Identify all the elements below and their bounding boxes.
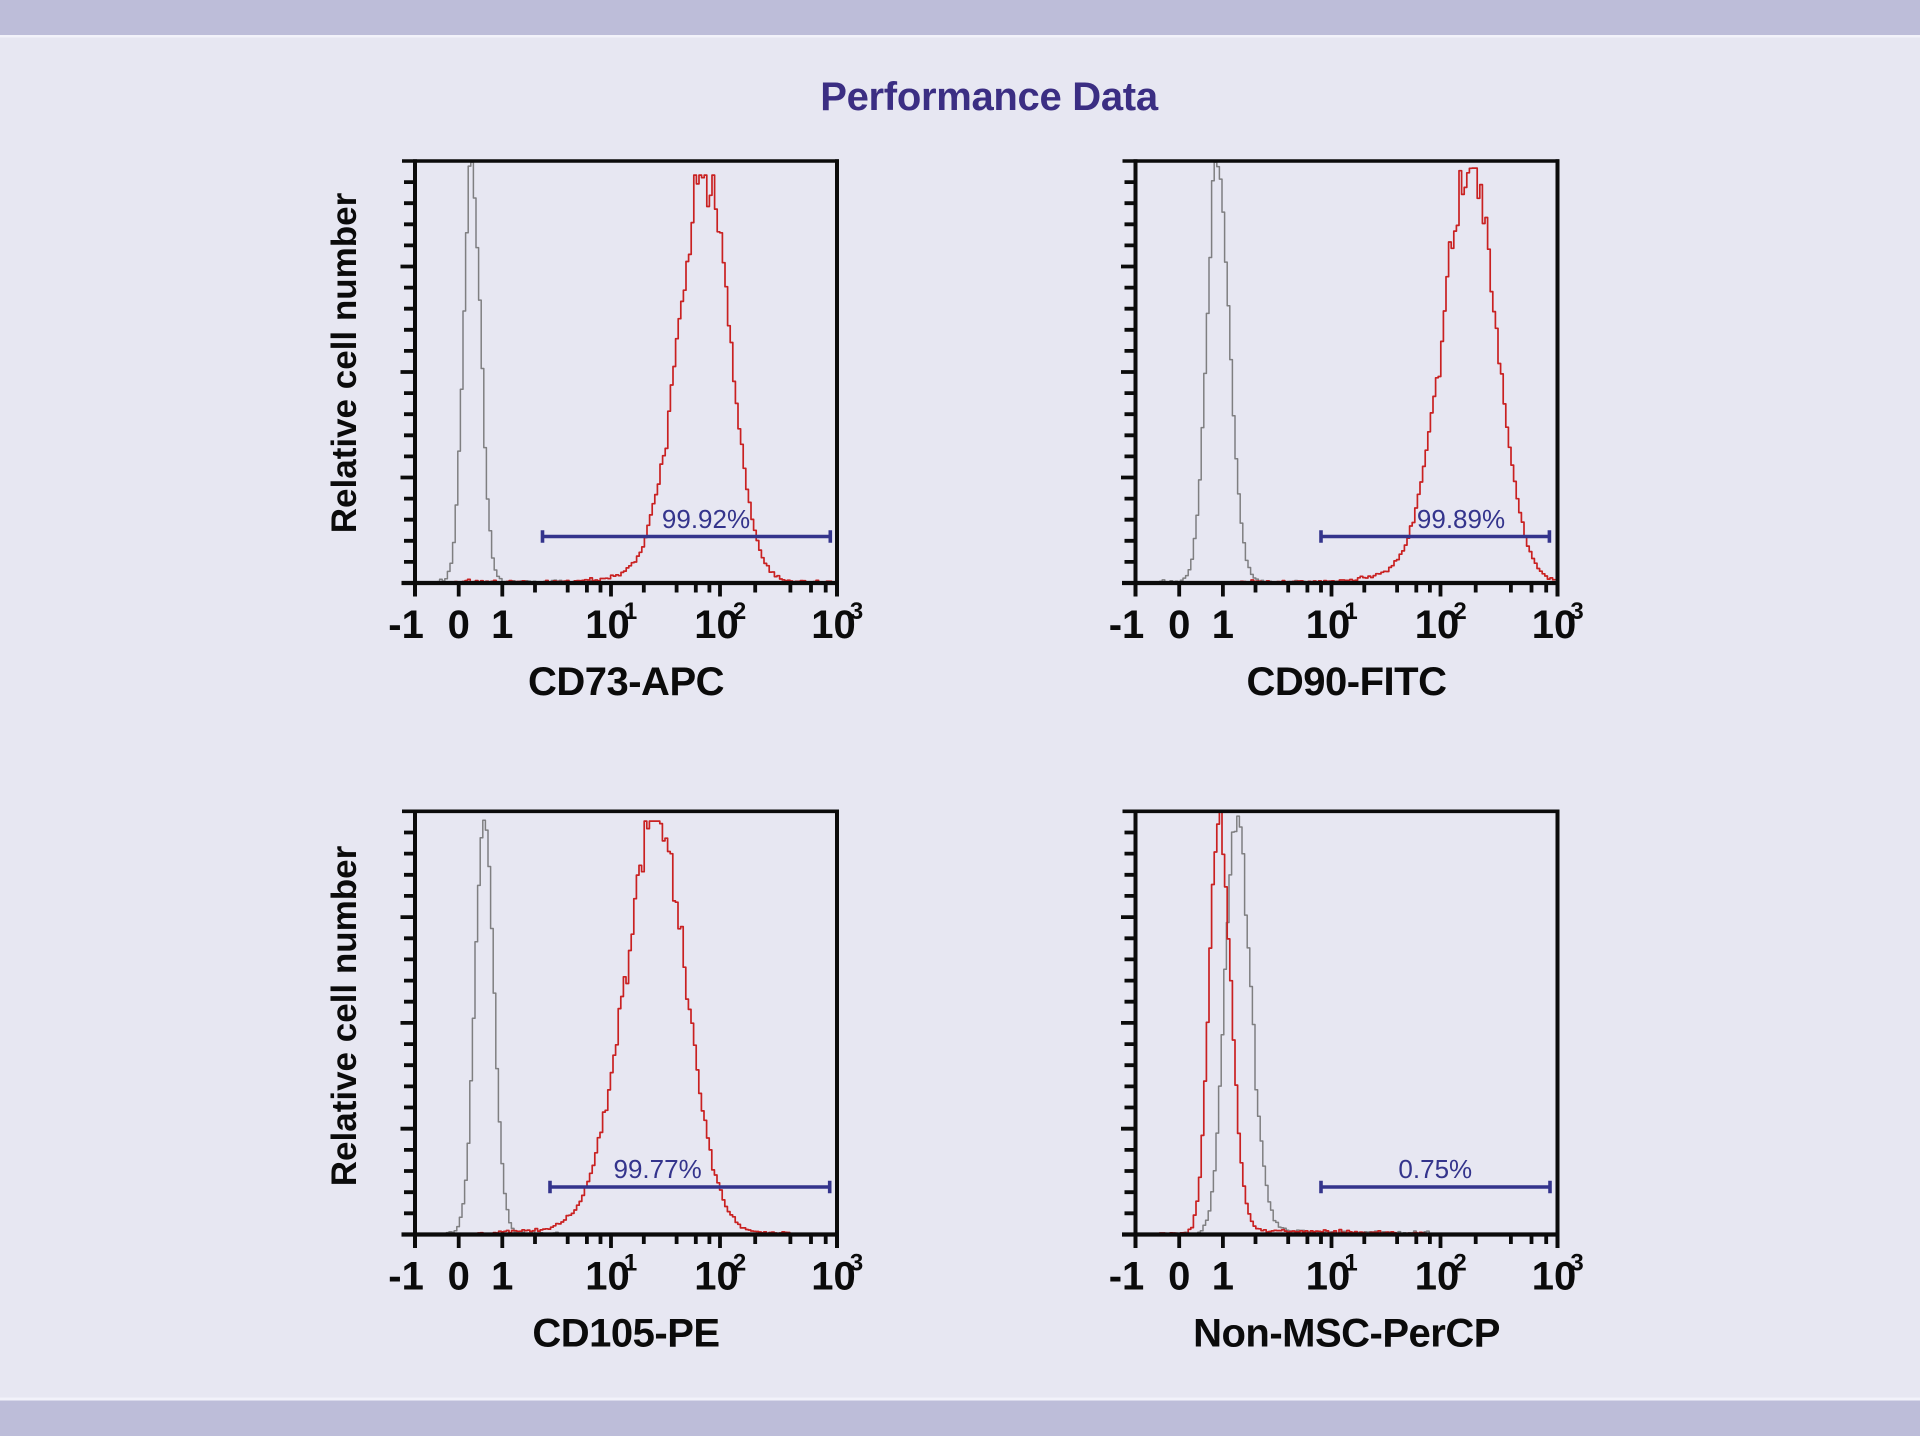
svg-text:Relative cell number: Relative cell number [325,192,364,533]
svg-text:10: 10 [811,1255,856,1299]
svg-text:10: 10 [694,1255,739,1299]
svg-text:99.89%: 99.89% [1417,504,1505,534]
svg-text:Non-MSC-PerCP: Non-MSC-PerCP [1193,1312,1500,1356]
svg-text:2: 2 [1453,598,1466,625]
svg-text:2: 2 [733,598,746,625]
svg-text:-1: -1 [1109,1255,1145,1299]
svg-text:CD105-PE: CD105-PE [532,1312,719,1356]
svg-text:0: 0 [448,603,470,647]
svg-text:10: 10 [1415,603,1460,647]
svg-text:3: 3 [1570,598,1583,625]
svg-text:-1: -1 [1109,603,1145,647]
svg-text:99.92%: 99.92% [662,504,750,534]
svg-text:0: 0 [1168,1255,1190,1299]
svg-text:3: 3 [850,598,863,625]
svg-text:-1: -1 [388,603,424,647]
svg-text:10: 10 [1532,603,1577,647]
svg-text:1: 1 [491,1255,513,1299]
svg-text:10: 10 [1415,1255,1460,1299]
svg-text:3: 3 [850,1250,863,1277]
svg-text:10: 10 [1306,603,1351,647]
svg-text:99.77%: 99.77% [614,1154,702,1184]
svg-text:10: 10 [585,1255,630,1299]
svg-text:0.75%: 0.75% [1398,1154,1472,1184]
svg-text:CD73-APC: CD73-APC [528,660,724,704]
svg-text:3: 3 [1570,1250,1583,1277]
svg-text:10: 10 [1532,1255,1577,1299]
svg-text:2: 2 [733,1250,746,1277]
svg-text:Performance Data: Performance Data [820,75,1159,119]
svg-text:1: 1 [624,598,637,625]
svg-text:-1: -1 [388,1255,424,1299]
svg-text:CD90-FITC: CD90-FITC [1247,660,1447,704]
svg-text:1: 1 [491,603,513,647]
svg-text:0: 0 [1168,603,1190,647]
svg-text:10: 10 [1306,1255,1351,1299]
svg-text:Relative cell number: Relative cell number [325,845,364,1186]
svg-text:1: 1 [1212,1255,1234,1299]
svg-text:10: 10 [585,603,630,647]
svg-text:10: 10 [811,603,856,647]
svg-text:0: 0 [448,1255,470,1299]
svg-text:1: 1 [624,1250,637,1277]
svg-text:1: 1 [1212,603,1234,647]
svg-text:2: 2 [1453,1250,1466,1277]
svg-text:1: 1 [1344,1250,1357,1277]
svg-text:1: 1 [1344,598,1357,625]
svg-text:10: 10 [694,603,739,647]
